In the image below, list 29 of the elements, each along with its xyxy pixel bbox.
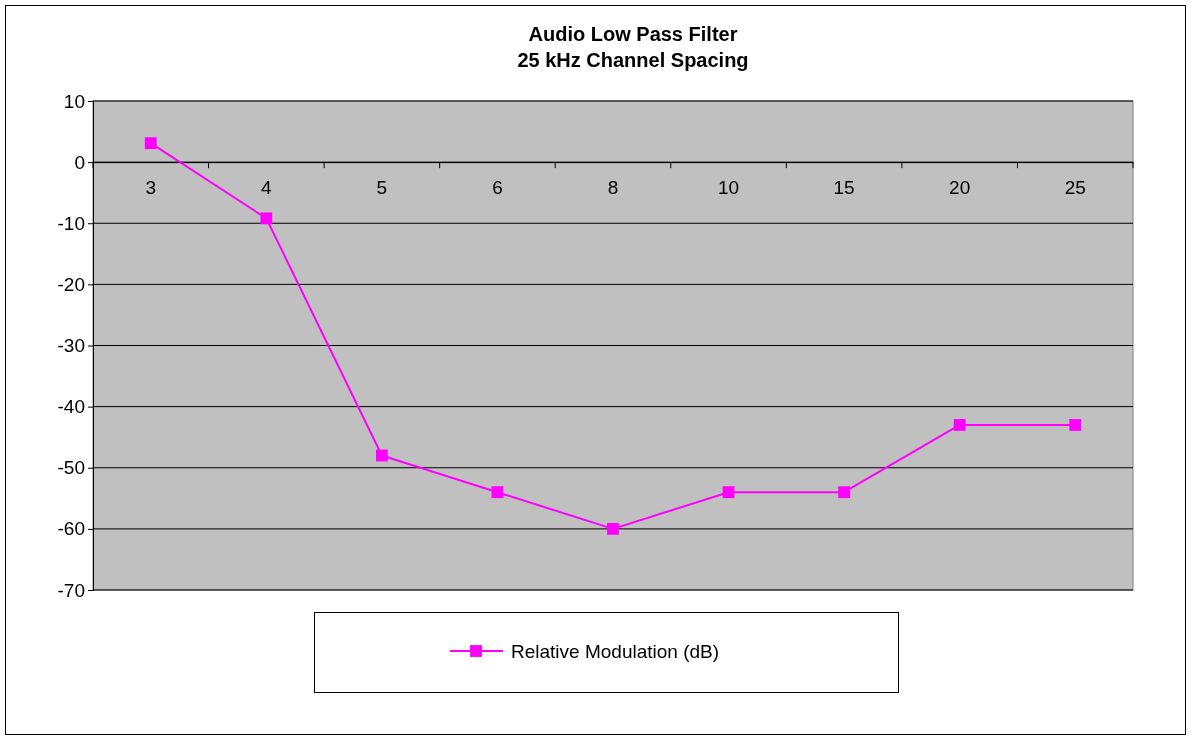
legend-label: Relative Modulation (dB) (511, 641, 720, 662)
point (375, 449, 388, 462)
x-tick-label: 15 (833, 176, 855, 198)
point (144, 137, 157, 150)
y-tick-label: -10 (57, 212, 85, 234)
point (722, 486, 735, 499)
x-tick-label: 4 (261, 176, 273, 198)
point (607, 522, 619, 535)
x-tick-label: 8 (607, 176, 619, 198)
x-tick-label: 10 (717, 176, 740, 198)
x-tick-label: 20 (949, 176, 971, 198)
x-tick-label: 5 (376, 176, 388, 198)
y-tick-label: -30 (57, 335, 85, 357)
y-tick-label: -50 (57, 457, 85, 479)
point (491, 486, 504, 499)
point (1069, 419, 1082, 431)
y-tick-label: -40 (57, 396, 85, 418)
y-tick-label: 0 (74, 151, 85, 173)
point (838, 486, 851, 499)
y-tick-label: -20 (57, 273, 85, 295)
x-tick-label: 6 (492, 176, 503, 198)
x-tick-label: 3 (145, 176, 157, 198)
x-tick-label: 25 (1064, 176, 1086, 198)
chart-title: Audio Low Pass Filter 25 kHz Channel Spacing (517, 23, 749, 71)
y-tick-label: -60 (57, 518, 85, 540)
point (953, 419, 966, 431)
y-tick-label: 10 (63, 90, 85, 112)
point (260, 212, 273, 225)
y-tick-label: -70 (57, 579, 85, 601)
